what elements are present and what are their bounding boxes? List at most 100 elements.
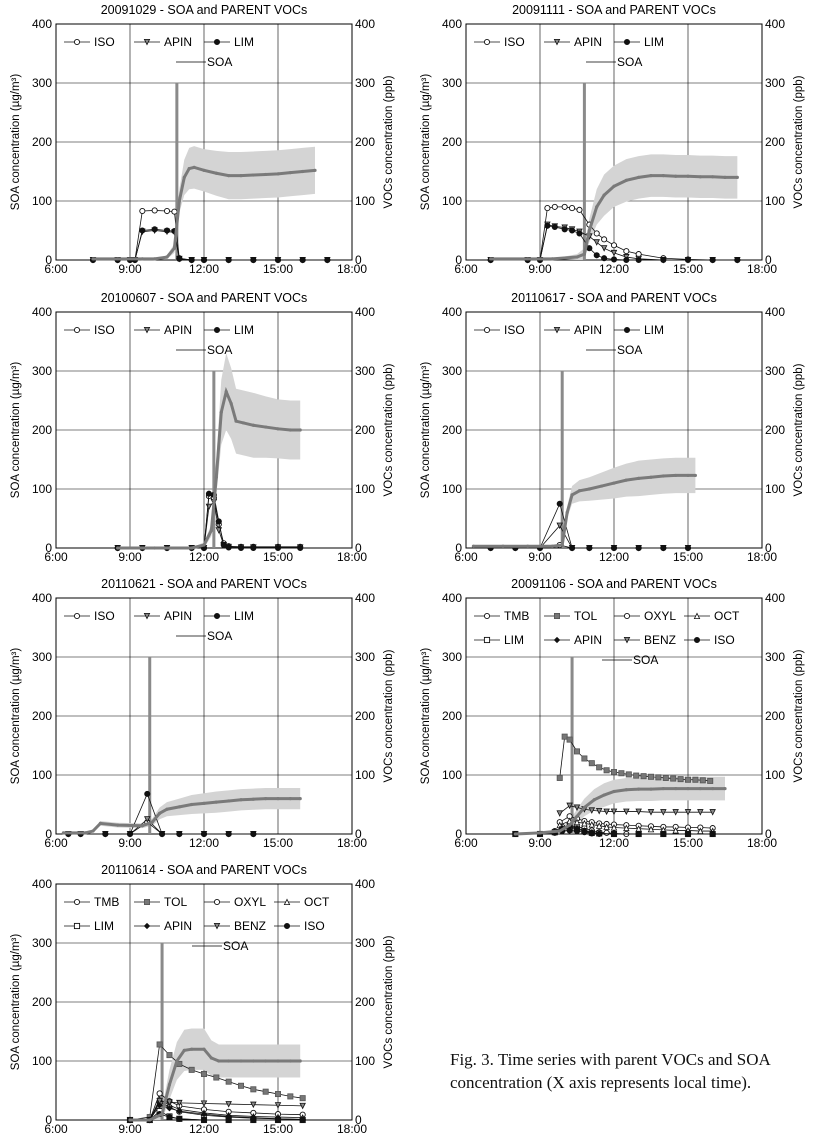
y2-tick-label: 100 bbox=[355, 482, 375, 496]
data-point bbox=[593, 230, 600, 237]
soa-data-point bbox=[214, 475, 218, 479]
chart-svg: 20091111 - SOA and PARENT VOCs 0 0 100 100 20… bbox=[420, 3, 805, 276]
soa-data-point bbox=[192, 165, 196, 169]
data-point bbox=[603, 823, 610, 830]
soa-data-point bbox=[158, 811, 162, 815]
x-tick-label: 15:00 bbox=[263, 836, 293, 850]
legend-marker-apin-icon bbox=[553, 636, 561, 644]
soa-data-point bbox=[602, 793, 606, 797]
y2-tick-label: 100 bbox=[355, 768, 375, 782]
data-point bbox=[684, 830, 692, 838]
chart-svg: 20110614 - SOA and PARENT VOCs 0 0 100 100 20… bbox=[10, 863, 395, 1136]
soa-data-point bbox=[239, 1059, 243, 1063]
soa-data-point bbox=[140, 824, 144, 828]
legend-label-soa: SOA bbox=[617, 55, 642, 69]
data-point bbox=[156, 1090, 163, 1097]
soa-data-point bbox=[264, 1059, 268, 1063]
legend-label: APIN bbox=[164, 609, 192, 623]
x-tick-label: 12:00 bbox=[599, 262, 629, 276]
soa-data-point bbox=[224, 390, 228, 394]
x-tick-label: 18:00 bbox=[747, 836, 777, 850]
soa-data-point bbox=[177, 199, 181, 203]
y-tick-label: 100 bbox=[32, 194, 52, 208]
soa-data-point bbox=[61, 831, 65, 835]
soa-data-point bbox=[219, 410, 223, 414]
data-point bbox=[655, 774, 662, 781]
y-tick-label: 200 bbox=[442, 709, 462, 723]
soa-data-point bbox=[264, 172, 268, 177]
soa-data-point bbox=[276, 797, 280, 801]
data-point bbox=[200, 830, 208, 838]
data-point bbox=[220, 541, 227, 549]
data-point bbox=[709, 256, 716, 264]
data-point bbox=[299, 1116, 306, 1124]
y2-tick-label: 0 bbox=[355, 253, 362, 267]
legend-label: TMB bbox=[504, 609, 529, 623]
data-point bbox=[151, 207, 158, 214]
x-tick-label: 15:00 bbox=[673, 836, 703, 850]
data-point bbox=[600, 245, 608, 252]
data-point bbox=[610, 769, 617, 776]
data-point bbox=[151, 226, 158, 233]
legend-marker-lim-icon bbox=[483, 636, 491, 644]
data-point bbox=[156, 1041, 163, 1048]
y-tick-label: 300 bbox=[32, 650, 52, 664]
y-tick-label: 100 bbox=[32, 768, 52, 782]
y2-tick-label: 0 bbox=[355, 827, 362, 841]
chart-svg: 20110617 - SOA and PARENT VOCs 0 0 100 100 20… bbox=[420, 291, 805, 564]
soa-data-point bbox=[116, 823, 120, 827]
data-point bbox=[299, 256, 306, 264]
soa-data-point bbox=[577, 489, 582, 493]
data-point bbox=[610, 830, 618, 838]
y2-tick-label: 200 bbox=[355, 135, 375, 149]
data-point bbox=[610, 808, 618, 816]
data-point bbox=[588, 760, 595, 767]
soa-data-point bbox=[91, 257, 95, 261]
chart-title: 20091111 - SOA and PARENT VOCs bbox=[512, 3, 716, 17]
data-point bbox=[573, 827, 581, 835]
y2-tick-label: 400 bbox=[355, 877, 375, 891]
grid bbox=[465, 311, 763, 549]
legend-label: OCT bbox=[304, 895, 330, 909]
legend-label: ISO bbox=[94, 609, 115, 623]
x-tick-label: 9:00 bbox=[528, 550, 552, 564]
legend-label: ISO bbox=[504, 323, 525, 337]
y-tick-label: 200 bbox=[32, 709, 52, 723]
data-point bbox=[297, 544, 304, 552]
soa-uncertainty-band bbox=[490, 154, 738, 260]
data-point bbox=[601, 255, 608, 262]
data-point bbox=[610, 824, 618, 831]
data-point bbox=[166, 1099, 173, 1106]
y2-tick-label: 200 bbox=[355, 709, 375, 723]
data-point bbox=[250, 544, 257, 552]
legend-marker-oxyl-icon bbox=[213, 898, 221, 906]
soa-data-point bbox=[674, 473, 678, 478]
chart-panel-20110614: 20110614 - SOA and PARENT VOCs 0 0 100 100 20… bbox=[2, 860, 402, 1142]
data-point bbox=[581, 829, 588, 836]
soa-data-point bbox=[128, 1118, 132, 1122]
soa-uncertainty-band bbox=[473, 457, 696, 547]
soa-data-point bbox=[538, 831, 542, 835]
soa-data-point bbox=[570, 493, 574, 497]
legend-marker-lim-icon bbox=[213, 326, 221, 334]
data-point bbox=[635, 544, 642, 552]
series-iso bbox=[89, 207, 331, 264]
legend-marker-lim-icon bbox=[213, 612, 221, 620]
legend-marker-tol-icon bbox=[553, 613, 560, 620]
data-point bbox=[640, 773, 647, 780]
soa-data-point bbox=[661, 474, 665, 478]
soa-data-point bbox=[264, 797, 268, 801]
x-tick-label: 12:00 bbox=[189, 550, 219, 564]
legend-label: APIN bbox=[164, 35, 192, 49]
legend-marker-tmb-icon bbox=[483, 612, 491, 620]
data-point bbox=[603, 767, 610, 774]
soa-data-point bbox=[214, 800, 218, 804]
data-point bbox=[603, 829, 610, 836]
legend-marker-iso-icon bbox=[283, 922, 291, 930]
soa-data-point bbox=[558, 829, 562, 833]
legend-label: LIM bbox=[234, 35, 254, 49]
series-line bbox=[559, 805, 713, 814]
data-point bbox=[299, 1102, 306, 1110]
legend-label: LIM bbox=[234, 323, 254, 337]
